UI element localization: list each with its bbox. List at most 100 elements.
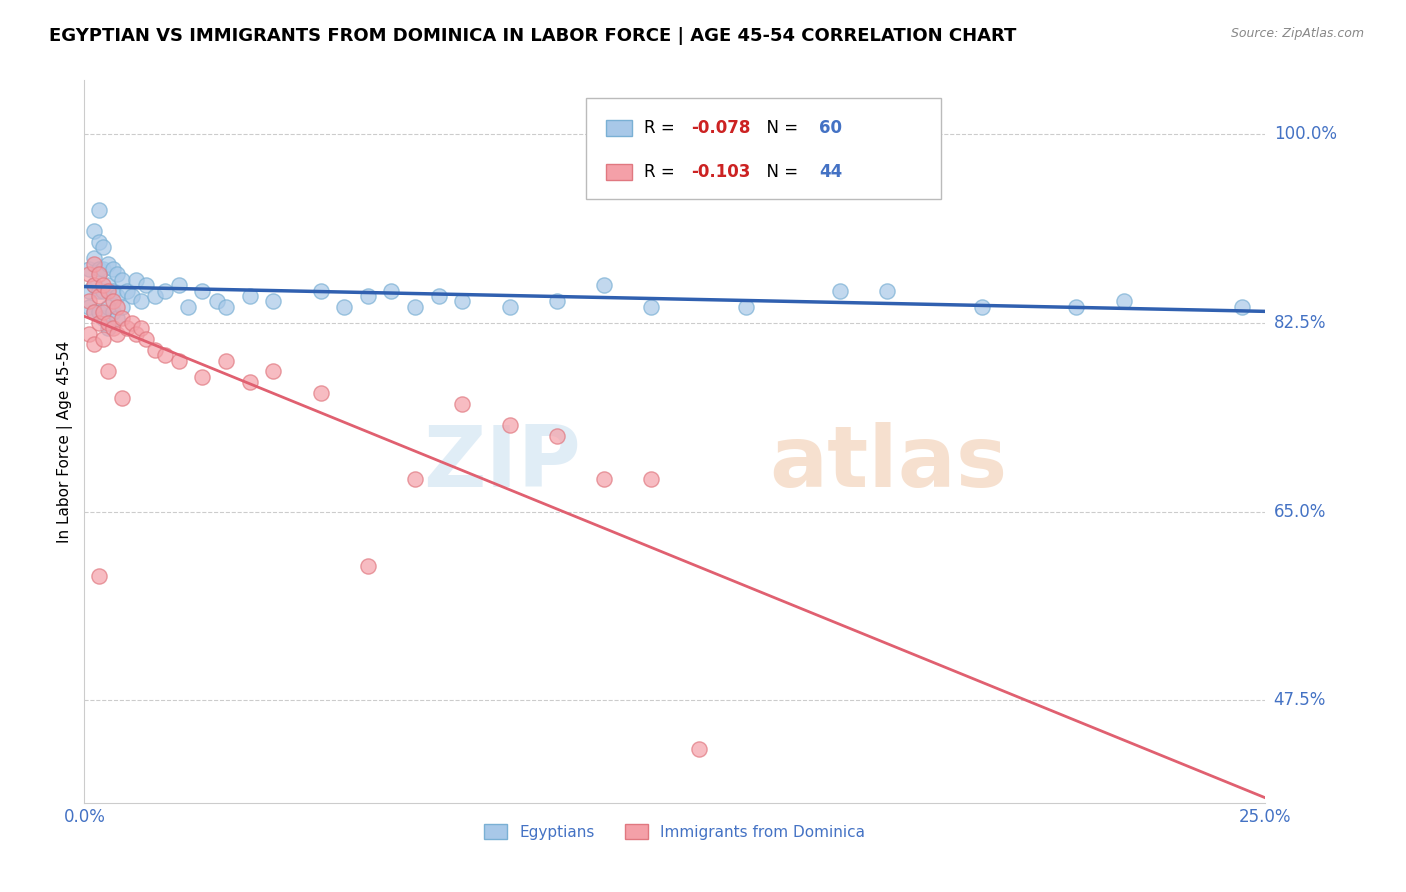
Point (115, 321, 138, 335)
Point (380, 284, 402, 298)
Point (101, 284, 124, 298)
Point (101, 321, 124, 335)
Text: 44: 44 (818, 163, 842, 181)
Point (309, 284, 332, 298)
FancyBboxPatch shape (606, 120, 633, 136)
Point (87, 305, 110, 319)
Point (546, 429, 568, 443)
Point (83, 278, 105, 293)
Point (111, 392, 134, 406)
Point (333, 300, 356, 314)
Point (1112, 294, 1135, 309)
Point (876, 284, 898, 298)
Point (83, 305, 105, 319)
Point (177, 300, 200, 314)
Point (111, 300, 134, 314)
Point (239, 376, 262, 390)
Point (640, 300, 662, 314)
FancyBboxPatch shape (606, 164, 633, 180)
Point (91, 262, 114, 277)
Point (262, 364, 284, 378)
Point (125, 326, 148, 341)
Point (97, 284, 120, 298)
Point (135, 332, 157, 346)
Point (404, 300, 426, 314)
Point (87, 268, 110, 282)
Text: Source: ZipAtlas.com: Source: ZipAtlas.com (1230, 27, 1364, 40)
Text: ZIP: ZIP (423, 422, 581, 505)
Point (101, 294, 124, 309)
Point (191, 284, 214, 298)
Point (87, 202, 110, 217)
Point (101, 262, 124, 277)
Text: N =: N = (756, 163, 804, 181)
Point (97, 278, 120, 293)
Point (77, 326, 100, 341)
Text: R =: R = (644, 163, 681, 181)
Point (91, 278, 114, 293)
Point (1066, 300, 1088, 314)
Point (205, 294, 228, 309)
FancyBboxPatch shape (586, 98, 941, 200)
Text: N =: N = (756, 120, 804, 137)
Point (121, 316, 143, 330)
Point (111, 273, 134, 287)
Point (1230, 300, 1253, 314)
Point (262, 294, 284, 309)
Point (77, 262, 100, 277)
Point (167, 353, 190, 368)
Point (107, 326, 129, 341)
Point (87, 316, 110, 330)
Point (83, 337, 105, 351)
Point (498, 418, 520, 433)
Point (83, 305, 105, 319)
Point (451, 397, 474, 411)
Point (129, 321, 152, 335)
Point (107, 268, 129, 282)
Point (215, 353, 238, 368)
Text: 65.0%: 65.0% (1274, 502, 1326, 521)
Point (167, 278, 190, 293)
Point (91, 332, 114, 346)
Point (734, 300, 756, 314)
Text: atlas: atlas (769, 422, 1008, 505)
Point (153, 284, 176, 298)
Point (191, 369, 214, 384)
Text: 100.0%: 100.0% (1274, 125, 1337, 144)
Point (125, 273, 148, 287)
Point (640, 472, 662, 486)
Point (357, 289, 380, 303)
Point (107, 310, 129, 325)
Point (451, 294, 474, 309)
Point (91, 310, 114, 325)
Point (87, 262, 110, 277)
Point (121, 289, 143, 303)
Point (107, 300, 129, 314)
Point (77, 268, 100, 282)
Text: -0.103: -0.103 (692, 163, 751, 181)
Point (143, 289, 166, 303)
Point (498, 300, 520, 314)
Point (83, 278, 105, 293)
Point (87, 235, 110, 249)
Point (129, 294, 152, 309)
Point (153, 348, 176, 362)
Point (87, 284, 110, 298)
Point (546, 294, 568, 309)
Point (688, 742, 710, 756)
Point (115, 284, 138, 298)
Text: EGYPTIAN VS IMMIGRANTS FROM DOMINICA IN LABOR FORCE | AGE 45-54 CORRELATION CHAR: EGYPTIAN VS IMMIGRANTS FROM DOMINICA IN … (49, 27, 1017, 45)
Point (77, 294, 100, 309)
Point (107, 289, 129, 303)
Point (830, 284, 852, 298)
Point (97, 300, 120, 314)
Point (83, 251, 105, 265)
Point (111, 310, 134, 325)
Y-axis label: In Labor Force | Age 45-54: In Labor Force | Age 45-54 (58, 341, 73, 542)
Point (135, 278, 157, 293)
Point (97, 321, 120, 335)
Point (83, 257, 105, 271)
Point (239, 289, 262, 303)
Text: 47.5%: 47.5% (1274, 691, 1326, 709)
Point (87, 569, 110, 583)
